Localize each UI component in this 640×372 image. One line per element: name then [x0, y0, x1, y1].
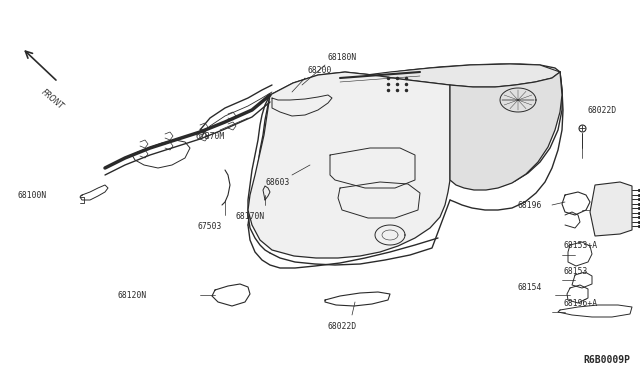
Polygon shape [270, 64, 560, 95]
Text: 68022D: 68022D [328, 322, 357, 331]
Text: 67B70M: 67B70M [195, 132, 224, 141]
Text: 68100N: 68100N [18, 190, 47, 199]
Text: 68154: 68154 [518, 283, 542, 292]
Polygon shape [590, 182, 632, 236]
Text: 68120N: 68120N [118, 291, 147, 299]
Text: 68170N: 68170N [235, 212, 264, 221]
Text: FRONT: FRONT [39, 88, 65, 112]
Text: 67503: 67503 [198, 222, 222, 231]
Polygon shape [450, 72, 562, 190]
Text: 68200: 68200 [308, 66, 332, 75]
Text: 68153: 68153 [564, 267, 588, 276]
Text: 68603: 68603 [265, 178, 289, 187]
Polygon shape [248, 72, 450, 258]
Text: R6B0009P: R6B0009P [583, 355, 630, 365]
Text: 68196+A: 68196+A [564, 299, 598, 308]
Text: 98313: 98313 [597, 199, 621, 208]
Text: 68180N: 68180N [328, 53, 357, 62]
Text: 68153+A: 68153+A [564, 241, 598, 250]
Text: 68196: 68196 [518, 201, 542, 209]
Text: 68022D: 68022D [588, 106, 617, 115]
